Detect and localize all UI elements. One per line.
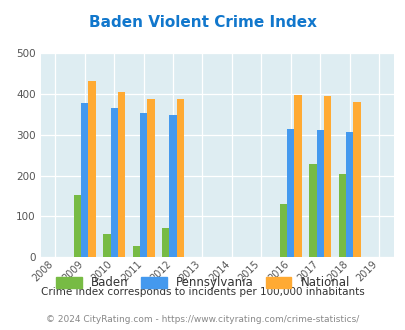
- Bar: [309, 164, 316, 257]
- Text: © 2024 CityRating.com - https://www.cityrating.com/crime-statistics/: © 2024 CityRating.com - https://www.city…: [46, 315, 359, 324]
- Bar: [74, 195, 81, 257]
- Bar: [147, 99, 154, 257]
- Bar: [132, 247, 140, 257]
- Bar: [176, 99, 183, 257]
- Bar: [103, 234, 110, 257]
- Bar: [323, 96, 330, 257]
- Text: Baden Violent Crime Index: Baden Violent Crime Index: [89, 15, 316, 30]
- Bar: [316, 130, 323, 257]
- Bar: [169, 115, 176, 257]
- Bar: [352, 102, 360, 257]
- Bar: [162, 227, 169, 257]
- Bar: [140, 113, 147, 257]
- Bar: [345, 132, 352, 257]
- Bar: [279, 204, 286, 257]
- Bar: [294, 95, 301, 257]
- Bar: [117, 92, 125, 257]
- Text: Crime Index corresponds to incidents per 100,000 inhabitants: Crime Index corresponds to incidents per…: [41, 287, 364, 297]
- Bar: [88, 81, 96, 257]
- Bar: [81, 103, 88, 257]
- Bar: [338, 174, 345, 257]
- Bar: [286, 129, 294, 257]
- Bar: [110, 108, 117, 257]
- Legend: Baden, Pennsylvania, National: Baden, Pennsylvania, National: [51, 272, 354, 294]
